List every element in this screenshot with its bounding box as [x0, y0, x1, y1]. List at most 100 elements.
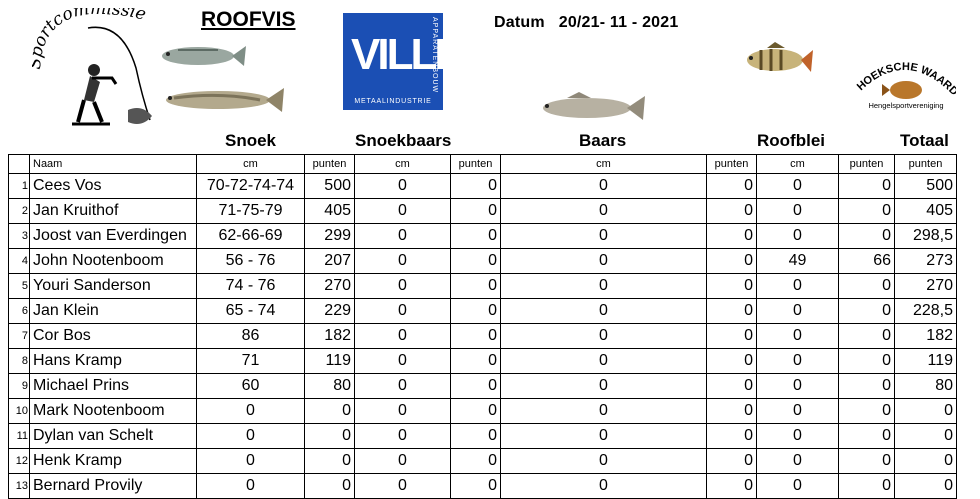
table-row: 1 Cees Vos 70-72-74-74 500 0 0 0 0 0 0 500 [8, 173, 957, 199]
roofblei-cm-cell: 0 [756, 448, 839, 474]
roofblei-punten-cell: 0 [838, 198, 895, 224]
header-snoek-cm: cm [196, 154, 305, 174]
snoekbaars-punten-cell: 0 [450, 398, 501, 424]
snoek-cm-cell: 86 [196, 323, 305, 349]
date-value: 20/21- 11 - 2021 [558, 14, 679, 31]
snoekbaars-cm-cell: 0 [354, 473, 451, 499]
snoek-punten-cell: 119 [304, 348, 355, 374]
rank-cell: 3 [8, 223, 30, 249]
roofblei-punten-cell: 0 [838, 448, 895, 474]
roofblei-cm-cell: 0 [756, 348, 839, 374]
score-table: Naam cm punten cm punten cm punten cm pu… [8, 154, 957, 499]
rank-cell: 5 [8, 273, 30, 299]
snoekbaars-cm-cell: 0 [354, 223, 451, 249]
snoek-cm-cell: 62-66-69 [196, 223, 305, 249]
baars-punten-cell: 0 [706, 448, 757, 474]
snoek-cm-cell: 56 - 76 [196, 248, 305, 274]
snoekbaars-cm-cell: 0 [354, 373, 451, 399]
snoekbaars-punten-cell: 0 [450, 298, 501, 324]
baars-cm-cell: 0 [500, 348, 707, 374]
snoekbaars-cm-cell: 0 [354, 273, 451, 299]
name-cell: Henk Kramp [29, 448, 197, 474]
snoekbaars-punten-cell: 0 [450, 448, 501, 474]
header-rank [8, 154, 30, 174]
roofblei-punten-cell: 0 [838, 323, 895, 349]
name-cell: Michael Prins [29, 373, 197, 399]
header-snoek-punten: punten [304, 154, 355, 174]
ville-logo-side: APPARATENBOUW [431, 17, 438, 93]
snoekbaars-cm-cell: 0 [354, 298, 451, 324]
snoekbaars-cm-cell: 0 [354, 173, 451, 199]
snoek-punten-cell: 270 [304, 273, 355, 299]
snoek-cm-cell: 60 [196, 373, 305, 399]
rank-cell: 11 [8, 423, 30, 449]
snoekbaars-cm-cell: 0 [354, 248, 451, 274]
rank-cell: 10 [8, 398, 30, 424]
name-cell: John Nootenboom [29, 248, 197, 274]
date-line: Datum 20/21- 11 - 2021 [494, 14, 678, 32]
snoek-punten-cell: 0 [304, 448, 355, 474]
name-cell: Hans Kramp [29, 348, 197, 374]
snoek-punten-cell: 0 [304, 423, 355, 449]
roofblei-cm-cell: 0 [756, 323, 839, 349]
snoekbaars-cm-cell: 0 [354, 423, 451, 449]
snoekbaars-punten-cell: 0 [450, 248, 501, 274]
header-snoekbaars-cm: cm [354, 154, 451, 174]
roofblei-cm-cell: 0 [756, 223, 839, 249]
name-cell: Youri Sanderson [29, 273, 197, 299]
baars-cm-cell: 0 [500, 423, 707, 449]
roofblei-cm-cell: 0 [756, 273, 839, 299]
rank-cell: 9 [8, 373, 30, 399]
header-snoekbaars-punten: punten [450, 154, 501, 174]
baars-punten-cell: 0 [706, 173, 757, 199]
rank-cell: 2 [8, 198, 30, 224]
totaal-cell: 270 [894, 273, 957, 299]
snoekbaars-punten-cell: 0 [450, 323, 501, 349]
totaal-cell: 500 [894, 173, 957, 199]
snoek-cm-cell: 71 [196, 348, 305, 374]
baars-cm-cell: 0 [500, 448, 707, 474]
header-roofblei-cm: cm [756, 154, 839, 174]
rank-cell: 8 [8, 348, 30, 374]
roofblei-cm-cell: 0 [756, 198, 839, 224]
roofblei-punten-cell: 0 [838, 223, 895, 249]
roofblei-cm-cell: 49 [756, 248, 839, 274]
page-title: ROOFVIS [201, 8, 296, 31]
roofblei-punten-cell: 66 [838, 248, 895, 274]
section-snoekbaars: Snoekbaars [355, 131, 452, 150]
snoek-punten-cell: 80 [304, 373, 355, 399]
snoekbaars-punten-cell: 0 [450, 173, 501, 199]
name-cell: Cor Bos [29, 323, 197, 349]
snoek-punten-cell: 182 [304, 323, 355, 349]
roofblei-punten-cell: 0 [838, 473, 895, 499]
baars-cm-cell: 0 [500, 198, 707, 224]
header-totaal-punten: punten [894, 154, 957, 174]
snoekbaars-cm-cell: 0 [354, 348, 451, 374]
baars-punten-cell: 0 [706, 423, 757, 449]
baars-punten-cell: 0 [706, 198, 757, 224]
roofblei-cm-cell: 0 [756, 398, 839, 424]
header-naam: Naam [29, 154, 197, 174]
snoek-punten-cell: 207 [304, 248, 355, 274]
snoek-cm-cell: 0 [196, 473, 305, 499]
section-roofblei: Roofblei [757, 131, 825, 150]
name-cell: Mark Nootenboom [29, 398, 197, 424]
baars-punten-cell: 0 [706, 373, 757, 399]
table-row: 7 Cor Bos 86 182 0 0 0 0 0 0 182 [8, 323, 957, 349]
baars-cm-cell: 0 [500, 273, 707, 299]
table-header-row: Naam cm punten cm punten cm punten cm pu… [8, 154, 957, 174]
roofblei-cm-cell: 0 [756, 373, 839, 399]
table-row: 5 Youri Sanderson 74 - 76 270 0 0 0 0 0 0 270 [8, 273, 957, 299]
snoekbaars-cm-cell: 0 [354, 398, 451, 424]
roofblei-cm-cell: 0 [756, 298, 839, 324]
totaal-cell: 80 [894, 373, 957, 399]
baars-punten-cell: 0 [706, 398, 757, 424]
roofblei-punten-cell: 0 [838, 173, 895, 199]
ville-logo-name: VILLE [351, 30, 443, 79]
name-cell: Jan Kruithof [29, 198, 197, 224]
header-baars-cm: cm [500, 154, 707, 174]
snoekbaars-punten-cell: 0 [450, 198, 501, 224]
rank-cell: 7 [8, 323, 30, 349]
snoekbaars-cm-cell: 0 [354, 198, 451, 224]
totaal-cell: 273 [894, 248, 957, 274]
